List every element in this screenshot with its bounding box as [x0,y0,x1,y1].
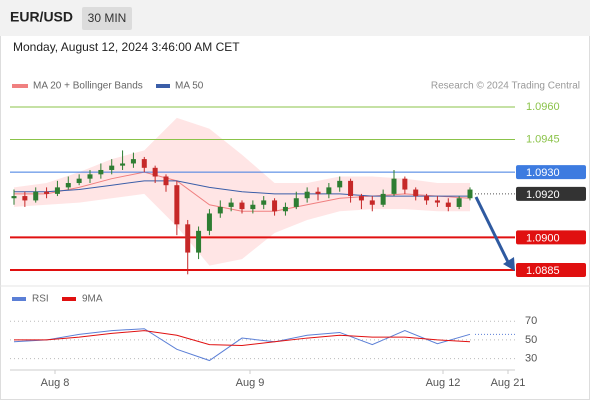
y-tick-label: 50 [525,334,537,346]
forecast-arrowhead [503,257,515,271]
candle-body [185,224,191,253]
x-tick-label: Aug 21 [491,377,526,389]
y-tick-label: 30 [525,353,537,365]
level-box [516,165,586,180]
candle-body [54,187,60,194]
candle-body [22,196,28,201]
x-tick-label: Aug 12 [426,377,461,389]
candle-body [424,196,430,201]
candle-body [196,230,202,253]
legend-text: RSI [32,294,49,305]
level-label: 1.0930 [526,167,560,179]
candle-body [272,200,278,212]
legend-swatch [156,84,170,88]
legend-text: 9MA [82,294,103,305]
candle-body [282,206,288,212]
candle-body [456,198,462,207]
candle-body [391,178,397,194]
level-label: 1.0920 [526,189,560,201]
candle-body [98,169,104,175]
legend-swatch [12,84,28,88]
candle-body [109,165,115,170]
candle-body [87,174,93,179]
credit: Research © 2024 Trading Central [431,81,580,92]
indicator-line [13,328,471,362]
legend-text: MA 20 + Bollinger Bands [33,81,143,92]
candle-body [44,191,50,194]
level-label: 1.0945 [526,133,560,145]
candle-body [206,213,212,231]
level-box [516,262,586,277]
candle-body [358,196,364,201]
candle-body [11,196,17,199]
candle-body [402,178,408,190]
x-tick-label: Aug 8 [41,377,70,389]
candle-body [130,159,136,164]
candle-body [434,200,440,203]
candle-body [33,191,39,201]
candle-body [380,193,386,205]
indicator-line [14,330,471,347]
candle-body [315,191,321,194]
symbol: EUR/USD [10,9,73,25]
candle-body [174,185,180,225]
candle-body [141,159,147,168]
candle-body [337,180,343,188]
candle-body [120,163,126,166]
datetime: Monday, August 12, 2024 3:46:00 AM CET [13,40,240,54]
level-label: 1.0885 [526,265,560,277]
candle-body [239,202,245,210]
candle-body [467,189,473,199]
candle-body [217,206,223,214]
level-label: 1.0960 [526,101,560,113]
y-tick-label: 70 [525,315,537,327]
candle-body [445,202,451,207]
level-box [516,230,586,245]
candle-body [413,189,419,197]
legend-swatch [62,297,76,301]
legend-text: MA 50 [175,81,204,92]
timeframe-badge [82,7,132,30]
candle-body [369,200,375,205]
candle-body [348,180,354,197]
candle-body [228,202,234,207]
candle-body [326,187,332,194]
candle-body [261,200,267,205]
forecast-arrow [474,196,510,263]
candle-body [163,176,169,186]
candle-body [76,178,82,184]
candle-body [293,198,299,207]
candle-body [304,191,310,199]
x-tick-label: Aug 9 [236,377,265,389]
candle-body [65,183,71,188]
legend-swatch [12,297,26,301]
price-box [516,186,586,201]
candle-body [250,204,256,210]
level-label: 1.0900 [526,232,560,244]
candle-body [152,167,158,177]
timeframe: 30 MIN [88,11,127,25]
